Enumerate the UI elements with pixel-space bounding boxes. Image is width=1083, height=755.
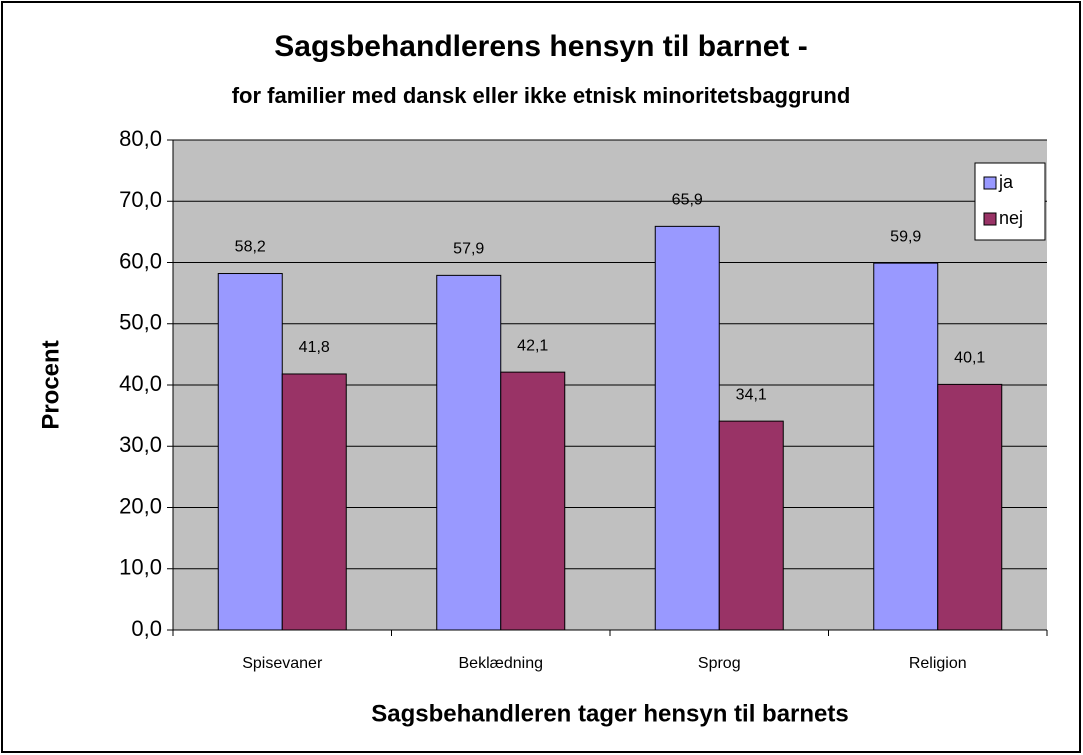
y-tick-label: 20,0 bbox=[119, 493, 162, 518]
legend-label: ja bbox=[998, 172, 1014, 192]
bar bbox=[718, 420, 784, 631]
y-tick-label: 10,0 bbox=[119, 555, 162, 580]
legend-swatch bbox=[983, 212, 997, 226]
y-tick-label: 40,0 bbox=[119, 371, 162, 396]
data-label: 42,1 bbox=[517, 337, 548, 354]
legend-swatch bbox=[983, 176, 997, 190]
y-tick-label: 60,0 bbox=[119, 248, 162, 273]
bar bbox=[500, 371, 566, 631]
data-label: 41,8 bbox=[299, 339, 330, 356]
y-axis-label: Procent bbox=[37, 340, 64, 429]
y-tick-label: 50,0 bbox=[119, 310, 162, 335]
x-axis-label: Sagsbehandleren tager hensyn til barnets bbox=[371, 700, 848, 727]
data-label: 34,1 bbox=[736, 386, 767, 403]
bar bbox=[654, 225, 720, 631]
x-tick-label: Religion bbox=[909, 655, 967, 672]
data-label: 58,2 bbox=[235, 239, 266, 256]
bar bbox=[217, 273, 283, 631]
chart-subtitle: for familier med dansk eller ikke etnisk… bbox=[232, 83, 851, 108]
y-tick-label: 30,0 bbox=[119, 432, 162, 457]
chart-title: Sagsbehandlerens hensyn til barnet - bbox=[274, 30, 807, 63]
x-tick-label: Sprog bbox=[698, 655, 741, 672]
legend-label: nej bbox=[999, 208, 1023, 228]
bar bbox=[937, 383, 1003, 631]
x-tick-label: Spisevaner bbox=[242, 655, 323, 672]
data-label: 40,1 bbox=[954, 350, 985, 367]
y-tick-label: 0,0 bbox=[131, 616, 162, 641]
x-tick-label: Beklædning bbox=[459, 655, 544, 672]
legend-box bbox=[974, 162, 1046, 241]
data-label: 57,9 bbox=[453, 241, 484, 258]
data-label: 59,9 bbox=[890, 228, 921, 245]
bar bbox=[873, 262, 939, 631]
bar bbox=[436, 274, 502, 631]
data-label: 65,9 bbox=[672, 192, 703, 209]
y-tick-label: 70,0 bbox=[119, 187, 162, 212]
bar bbox=[281, 373, 347, 631]
y-tick-label: 80,0 bbox=[119, 126, 162, 151]
